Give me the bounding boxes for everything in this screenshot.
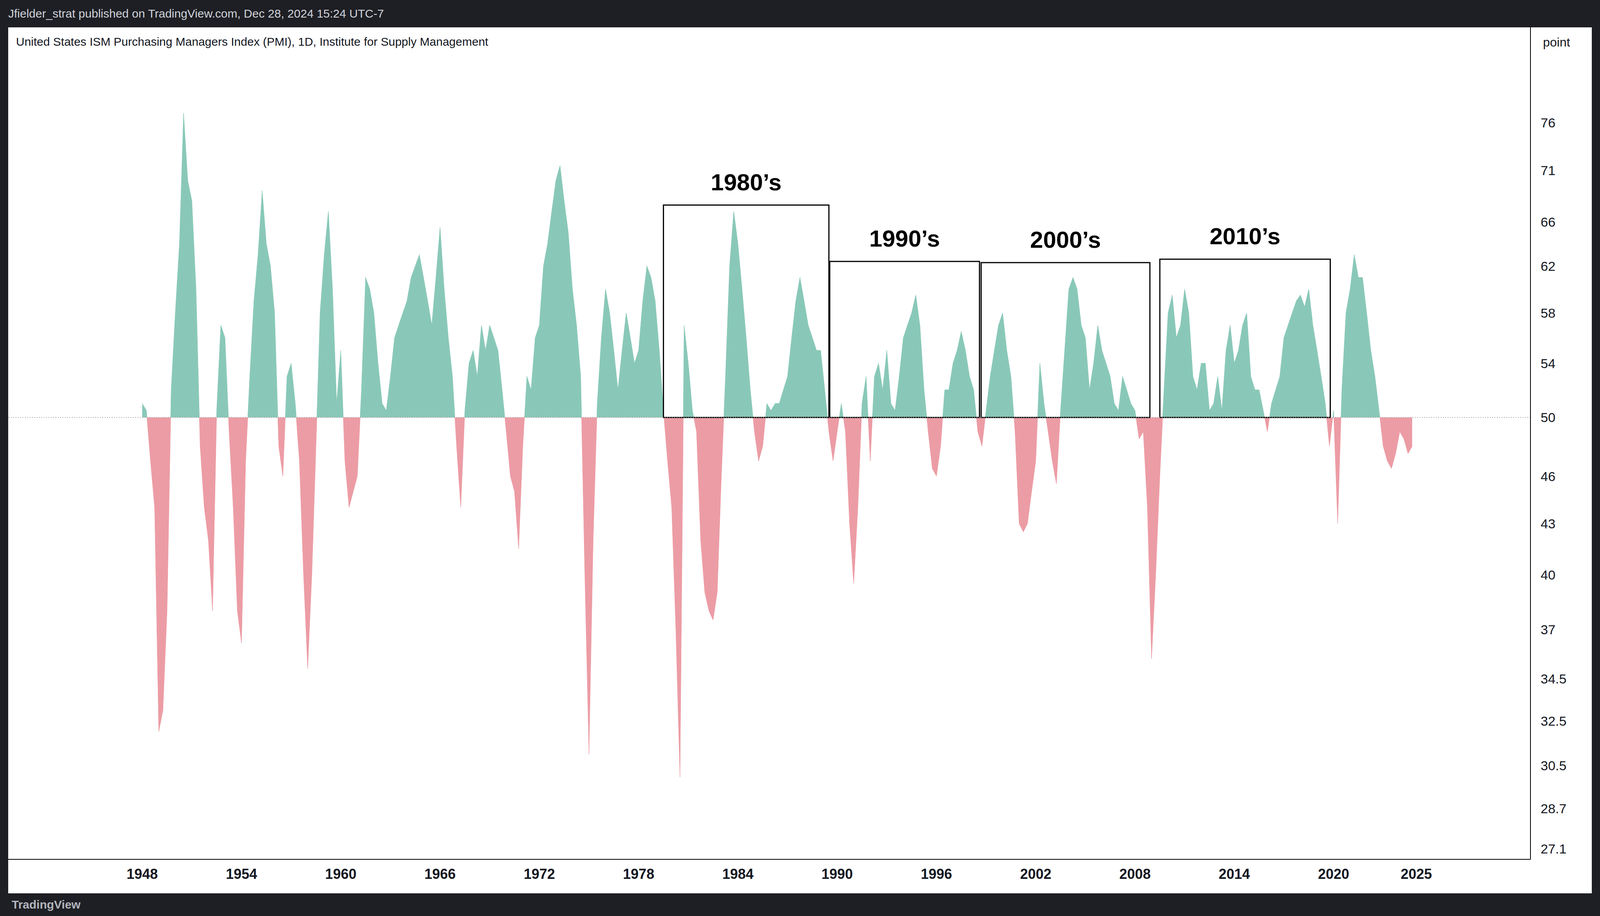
svg-text:50: 50 xyxy=(1540,409,1556,425)
svg-text:28.7: 28.7 xyxy=(1540,800,1567,816)
svg-text:46: 46 xyxy=(1540,468,1556,484)
svg-text:1978: 1978 xyxy=(623,865,655,882)
svg-text:2000’s: 2000’s xyxy=(1030,226,1101,253)
svg-text:1966: 1966 xyxy=(424,865,456,882)
svg-text:1972: 1972 xyxy=(523,865,556,882)
svg-text:58: 58 xyxy=(1540,305,1556,321)
svg-text:1948: 1948 xyxy=(126,865,158,882)
svg-text:76: 76 xyxy=(1540,115,1556,131)
svg-text:2002: 2002 xyxy=(1019,865,1052,882)
svg-text:54: 54 xyxy=(1540,355,1556,371)
svg-text:34.5: 34.5 xyxy=(1540,671,1567,686)
svg-text:66: 66 xyxy=(1540,214,1556,230)
svg-text:71: 71 xyxy=(1540,162,1556,178)
svg-text:2014: 2014 xyxy=(1218,865,1250,882)
svg-text:2008: 2008 xyxy=(1119,865,1151,882)
svg-text:43: 43 xyxy=(1540,516,1556,531)
svg-text:2010’s: 2010’s xyxy=(1209,223,1281,250)
svg-text:27.1: 27.1 xyxy=(1540,841,1567,856)
svg-text:1990’s: 1990’s xyxy=(869,225,940,252)
svg-text:1954: 1954 xyxy=(225,865,258,882)
svg-text:1984: 1984 xyxy=(722,865,754,882)
svg-text:1980’s: 1980’s xyxy=(710,169,782,196)
svg-text:30.5: 30.5 xyxy=(1540,757,1567,773)
html-text:Jfielder_strat published on Tr: Jfielder_strat published on TradingView.… xyxy=(8,7,384,20)
svg-text:37: 37 xyxy=(1540,621,1556,637)
html-text:TradingView: TradingView xyxy=(11,897,81,911)
svg-text:62: 62 xyxy=(1540,258,1556,274)
svg-text:2020: 2020 xyxy=(1317,865,1350,882)
svg-text:1960: 1960 xyxy=(325,865,357,882)
svg-text:1996: 1996 xyxy=(920,865,952,882)
svg-text:32.5: 32.5 xyxy=(1540,713,1567,729)
svg-text:2025: 2025 xyxy=(1400,865,1433,882)
svg-text:40: 40 xyxy=(1540,567,1556,583)
html-text:point: point xyxy=(1542,35,1571,50)
html-text:United States ISM Purchasing M: United States ISM Purchasing Managers In… xyxy=(16,35,489,49)
svg-text:1990: 1990 xyxy=(821,865,853,882)
